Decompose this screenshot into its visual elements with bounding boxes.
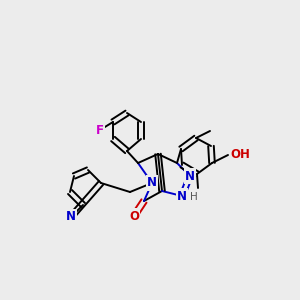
Text: H: H [190, 192, 198, 202]
Text: N: N [185, 169, 195, 182]
Text: N: N [66, 211, 76, 224]
Text: F: F [96, 124, 104, 136]
Text: N: N [147, 176, 157, 190]
Text: N: N [177, 190, 187, 202]
Text: OH: OH [230, 148, 250, 161]
Text: O: O [129, 209, 139, 223]
